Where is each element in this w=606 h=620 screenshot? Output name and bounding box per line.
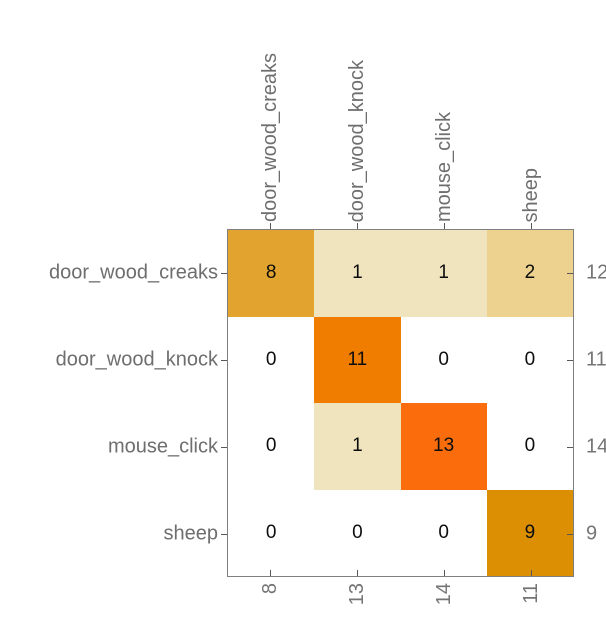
- matrix-cell: 0: [400, 316, 487, 403]
- matrix-cell: 9: [486, 489, 573, 576]
- row-sum-label: 9: [586, 522, 598, 544]
- col-label: sheep: [519, 167, 542, 223]
- matrix-cell: 0: [228, 316, 315, 403]
- matrix-cell: 0: [228, 489, 315, 576]
- col-sum-label: 14: [432, 583, 455, 606]
- matrix-cell: 0: [486, 316, 573, 403]
- matrix-cell: 1: [314, 403, 401, 490]
- row-sum-label: 12: [586, 261, 606, 283]
- matrix-cell: 0: [400, 489, 487, 576]
- row-label: mouse_click: [107, 435, 218, 457]
- row-label: door_wood_knock: [55, 348, 218, 370]
- row-label: sheep: [163, 522, 219, 544]
- axis-tick: [567, 533, 573, 535]
- matrix-cell: 11: [314, 316, 401, 403]
- row-label: door_wood_creaks: [49, 261, 218, 283]
- axis-tick: [567, 446, 573, 448]
- matrix-cell: 13: [400, 403, 487, 490]
- axis-tick: [443, 223, 445, 229]
- col-label: door_wood_creaks: [259, 53, 282, 222]
- matrix-cell: 1: [314, 230, 401, 317]
- axis-tick: [443, 570, 445, 576]
- matrix-cell: 0: [486, 403, 573, 490]
- axis-tick: [357, 570, 359, 576]
- col-label: door_wood_knock: [346, 59, 369, 222]
- axis-tick: [567, 359, 573, 361]
- axis-tick: [221, 446, 227, 448]
- axis-tick: [567, 272, 573, 274]
- matrix-cell: 0: [228, 403, 315, 490]
- confusion-matrix-grid: 8 1 1 2 0 11 0 0 0 1 13 0 0 0 0 9: [227, 229, 574, 577]
- axis-tick: [270, 570, 272, 576]
- axis-tick: [357, 223, 359, 229]
- axis-tick: [530, 223, 532, 229]
- axis-tick: [270, 223, 272, 229]
- col-sum-label: 13: [346, 583, 369, 606]
- matrix-cell: 8: [228, 230, 315, 317]
- row-sum-label: 14: [586, 435, 606, 457]
- axis-tick: [221, 533, 227, 535]
- col-sum-label: 8: [259, 583, 282, 595]
- axis-tick: [530, 570, 532, 576]
- matrix-cell: 2: [486, 230, 573, 317]
- matrix-cell: 0: [314, 489, 401, 576]
- col-label: mouse_click: [432, 111, 455, 222]
- axis-tick: [221, 272, 227, 274]
- row-sum-label: 11: [586, 348, 606, 370]
- matrix-cell: 1: [400, 230, 487, 317]
- col-sum-label: 11: [519, 583, 542, 604]
- axis-tick: [221, 359, 227, 361]
